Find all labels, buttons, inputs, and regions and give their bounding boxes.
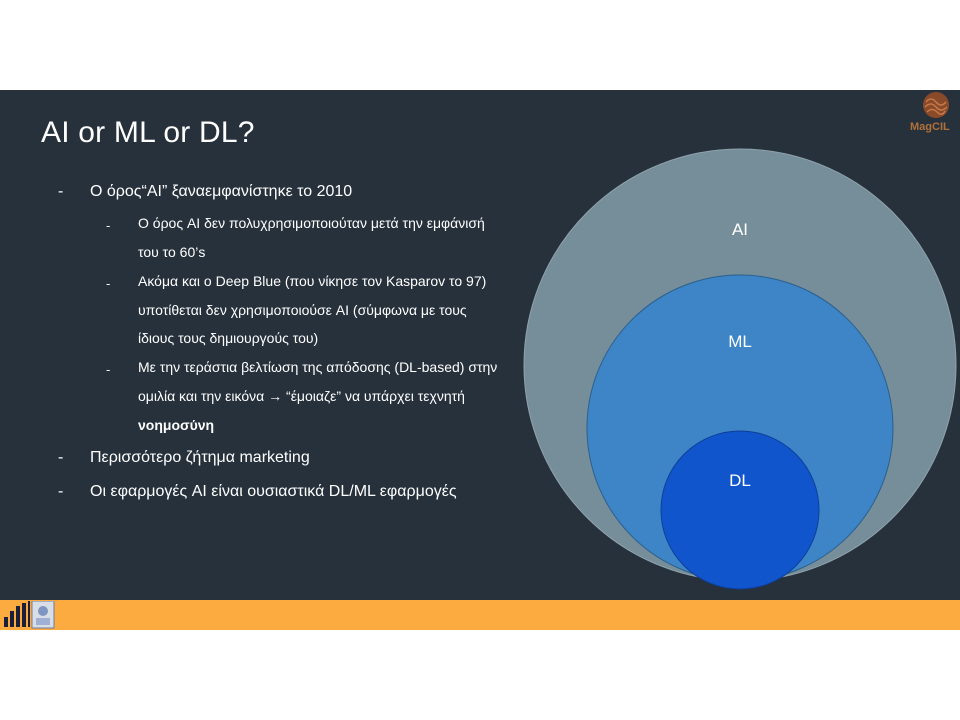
sub-bullet-dash: - (106, 362, 111, 377)
sub-bullet-line: Ακόμα και ο Deep Blue (που νίκησε τον Ka… (138, 273, 487, 289)
sub-bullet-line: ομιλία και την εικόνα → “έμοιαζε” να υπά… (138, 388, 465, 404)
bullet-text: Οι εφαρμογές AI είναι ουσιαστικά DL/ML ε… (90, 483, 457, 500)
slide-title: AI or ML or DL? (41, 116, 255, 149)
sub-bullet-dash: - (106, 218, 111, 233)
magcil-logo-text: MagCIL (910, 121, 950, 133)
sub-bullet-line: του το 60’s (138, 244, 206, 260)
sub-bullet-line: υποτίθεται δεν χρησιμοποιούσε AI (σύμφων… (138, 302, 467, 318)
footer-bar (0, 600, 960, 630)
bullet-dash: - (58, 483, 64, 500)
bullet-text: Ο όρος“AI” ξαναεμφανίστηκε το 2010 (90, 183, 353, 200)
brain-icon (923, 92, 949, 118)
magcil-logo: MagCIL (906, 90, 960, 136)
sub-bullet-line: Ο όρος AI δεν πολυχρησιμοποιούταν μετά τ… (138, 215, 485, 231)
sub-bullet-line: νοημοσύνη (138, 417, 215, 433)
sub-bullet-dash: - (106, 276, 111, 291)
sub-bullet-line: ίδιους τους δημιουργούς του) (138, 330, 319, 346)
bullet-dash: - (58, 449, 64, 466)
bullet-text: Περισσότερο ζήτημα marketing (90, 449, 310, 466)
sub-bullet-line: Με την τεράστια βελτίωση της απόδοσης (D… (138, 359, 498, 375)
institution-logo (4, 601, 55, 629)
bullet-dash: - (58, 183, 64, 200)
